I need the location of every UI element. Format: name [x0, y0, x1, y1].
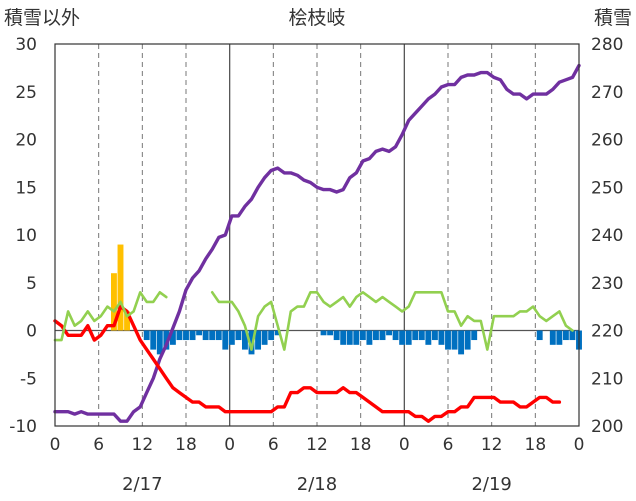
bar-series [111, 244, 582, 355]
x-tick-label: 0 [399, 435, 410, 455]
temp_diff-bar [228, 330, 235, 345]
y-left-tick-label: -10 [9, 417, 37, 437]
y-left-tick-label: 20 [15, 131, 37, 151]
temp_diff-bar [569, 330, 576, 341]
temp_diff-bar [392, 330, 399, 341]
x-tick-label: 18 [525, 435, 547, 455]
temp_diff-bar [431, 330, 438, 341]
temp_diff-bar [458, 330, 465, 355]
temp_diff-bar [425, 330, 432, 345]
y-left-tick-label: 30 [15, 35, 37, 55]
temp_diff-bar [333, 330, 340, 341]
temp_diff-bar [183, 330, 189, 341]
temp_diff-bar [340, 330, 347, 345]
grid-lines [55, 44, 579, 426]
x-tick-label: 6 [268, 435, 279, 455]
temp_diff-bar [327, 330, 334, 336]
date-label: 2/18 [297, 474, 337, 495]
y-left-tick-label: 25 [15, 83, 37, 103]
precip-bar [117, 244, 124, 331]
temp_diff-bar [222, 330, 229, 350]
temp_diff-bar [445, 330, 451, 350]
temp_diff-bar [451, 330, 458, 350]
x-tick-label: 0 [224, 435, 235, 455]
temp_diff-bar [386, 330, 392, 336]
temp_diff-bar [150, 330, 157, 350]
y-right-tick-label: 220 [591, 322, 623, 342]
date-label: 2/19 [471, 474, 511, 495]
temp_diff-bar [156, 330, 163, 355]
plot-frame [54, 43, 580, 427]
chart-title: 桧枝岐 [288, 7, 345, 29]
date-label: 2/17 [122, 474, 162, 495]
temp_diff-bar [346, 330, 353, 345]
y-left-tick-label: -5 [20, 369, 37, 389]
temp_diff-bar [196, 330, 203, 336]
x-tick-label: 18 [175, 435, 197, 455]
temp_diff-bar [215, 330, 222, 341]
temp_diff-bar [261, 330, 268, 345]
temp_diff-bar [359, 330, 366, 341]
y-left-title: 積雪以外 [4, 7, 80, 29]
temperature-line [53, 304, 562, 423]
y-right-tick-label: 250 [591, 178, 623, 198]
temp_diff-bar [268, 330, 275, 341]
temp_diff-bar [248, 330, 255, 355]
temp_diff-bar [366, 330, 373, 345]
temp_diff-bar [418, 330, 425, 341]
temp_diff-bar [320, 330, 327, 336]
x-tick-label: 0 [50, 435, 61, 455]
temp_diff-bar [405, 330, 412, 345]
temp_diff-bar [176, 330, 183, 341]
y-right-tick-label: 260 [591, 131, 623, 151]
temp_diff-bar [379, 330, 386, 341]
y-right-tick-label: 280 [591, 35, 623, 55]
temp_diff-bar [235, 330, 242, 341]
temp_diff-bar [438, 330, 445, 345]
y-right-tick-label: 230 [591, 274, 623, 294]
y-left-tick-label: 10 [15, 226, 37, 246]
temp_diff-bar [471, 330, 478, 341]
x-tick-label: 12 [132, 435, 154, 455]
temp_diff-bar [549, 330, 556, 345]
y-right-tick-label: 200 [591, 417, 623, 437]
temp_diff-bar [556, 330, 563, 345]
tick-labels: 0 6 12 18 0 6 12 18 0 6 12 18 0 -10 -5 0 5 10 15 20 25 30 200 2… [9, 35, 623, 495]
precip-bar [124, 311, 130, 331]
y-right-title: 積雪 [594, 7, 632, 29]
x-tick-label: 18 [350, 435, 372, 455]
temp_diff-bar [274, 330, 281, 336]
x-tick-label: 0 [574, 435, 585, 455]
y-right-tick-label: 240 [591, 226, 623, 246]
temp_diff-bar [562, 330, 569, 341]
temp_diff-bar [255, 330, 261, 350]
temp_diff-bar [169, 330, 176, 345]
y-left-tick-label: 0 [26, 322, 37, 342]
y-right-tick-label: 270 [591, 83, 623, 103]
y-left-tick-label: 15 [15, 178, 37, 198]
x-tick-label: 12 [306, 435, 328, 455]
snow_depth-line [53, 63, 581, 423]
y-right-tick-label: 210 [591, 369, 623, 389]
temp_diff-bar [536, 330, 543, 341]
temp_diff-bar [242, 330, 248, 350]
temp_diff-bar [202, 330, 209, 341]
precip-bar [111, 273, 117, 331]
x-tick-label: 6 [93, 435, 104, 455]
y-left-tick-label: 5 [26, 274, 37, 294]
x-tick-label: 6 [443, 435, 454, 455]
x-tick-label: 12 [481, 435, 503, 455]
temp_diff-bar [209, 330, 216, 341]
temp_diff-bar [143, 330, 150, 341]
wind-line [53, 291, 574, 351]
temp_diff-bar [464, 330, 471, 350]
line-series [53, 63, 581, 423]
temp_diff-bar [189, 330, 196, 341]
temp_diff-bar [412, 330, 419, 341]
temp_diff-bar [373, 330, 379, 341]
temp_diff-bar [399, 330, 406, 345]
temp_diff-bar [353, 330, 360, 345]
